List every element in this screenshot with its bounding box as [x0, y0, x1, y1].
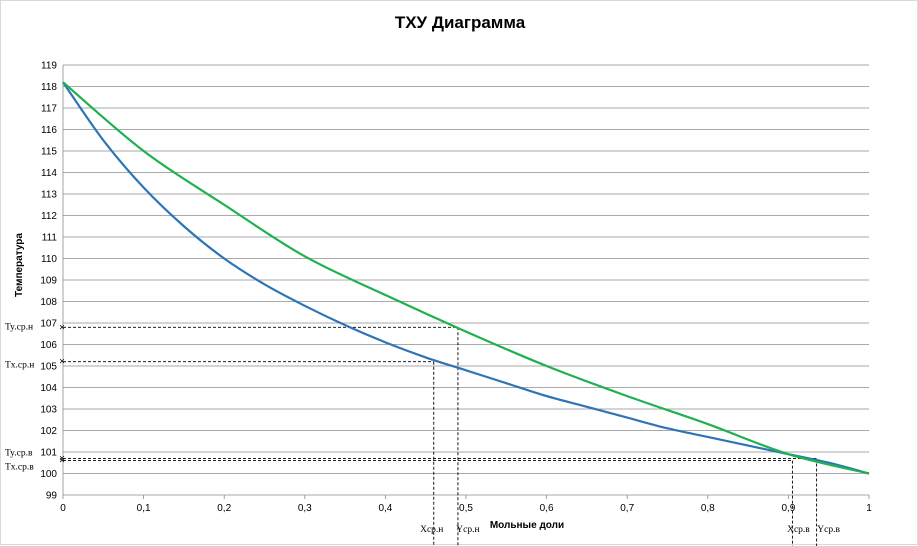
- y-ref-label: Ty.ср.н: [5, 322, 33, 332]
- y-tick-label: 103: [40, 405, 57, 416]
- y-tick-label: 101: [40, 448, 57, 459]
- y-ref-label: Tx.ср.в: [5, 463, 34, 473]
- y-tick-label: 116: [41, 125, 57, 136]
- chart-title: ТХУ Диаграмма: [395, 13, 526, 32]
- y-tick-label: 106: [40, 340, 57, 351]
- y-tick-label: 99: [46, 491, 58, 502]
- x-tick-label: 0,5: [459, 503, 473, 514]
- x-tick-label: 0,1: [137, 503, 151, 514]
- x-tick-label: 0,7: [620, 503, 634, 514]
- series-line-2: [62, 81, 870, 475]
- y-tick-label: 111: [42, 233, 58, 244]
- x-tick-label: 0,3: [298, 503, 312, 514]
- y-tick-label: 102: [40, 426, 57, 437]
- y-tick-label: 115: [41, 147, 57, 158]
- marker-left: ×: [59, 453, 65, 464]
- y-tick-label: 105: [40, 362, 57, 373]
- x-tick-label: 1: [866, 503, 872, 514]
- marker-left: ×: [59, 357, 65, 368]
- x-axis-label: Мольные доли: [490, 520, 564, 531]
- y-tick-label: 109: [40, 276, 57, 287]
- x-ref-label: Yср.н: [456, 525, 479, 535]
- y-tick-label: 108: [40, 297, 57, 308]
- y-axis-label: Температура: [14, 233, 25, 297]
- y-tick-label: 114: [41, 168, 57, 179]
- x-ref-label: Xср.в: [787, 525, 810, 535]
- series-lines: [62, 81, 870, 475]
- y-tick-label: 112: [41, 211, 57, 222]
- x-tick-label: 0,6: [540, 503, 554, 514]
- y-tick-label: 118: [41, 82, 57, 93]
- marker-left: ×: [59, 322, 65, 333]
- x-tick-label: 0,8: [701, 503, 715, 514]
- y-tick-label: 100: [40, 469, 57, 480]
- y-tick-label: 117: [41, 104, 57, 115]
- grid-lines: [62, 64, 870, 499]
- y-tick-label: 110: [41, 254, 57, 265]
- x-ref-label: Yср.в: [817, 525, 840, 535]
- y-ref-label: Tx.ср.н: [5, 361, 34, 371]
- x-tick-label: 0,9: [781, 503, 795, 514]
- tick-labels: 9910010110210310410510610710810911011111…: [40, 61, 872, 515]
- x-tick-label: 0,4: [378, 503, 392, 514]
- series-line-1: [62, 81, 870, 475]
- x-tick-label: 0,2: [217, 503, 231, 514]
- x-ref-label: Xср.н: [420, 525, 443, 535]
- x-tick-label: 0: [60, 503, 66, 514]
- reference-lines: [63, 326, 818, 546]
- y-tick-label: 107: [40, 319, 57, 330]
- y-tick-label: 113: [41, 190, 57, 201]
- y-tick-label: 119: [41, 61, 57, 72]
- marker-left: ×: [59, 456, 65, 467]
- y-tick-label: 104: [40, 383, 57, 394]
- y-ref-label: Ty.ср.в: [5, 448, 33, 458]
